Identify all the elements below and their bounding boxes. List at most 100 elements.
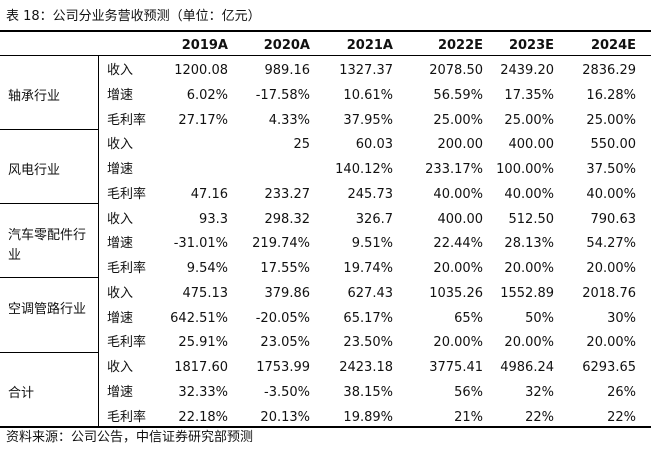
data-cell: 93.3 xyxy=(199,211,228,227)
data-cell: 10.61% xyxy=(343,87,393,103)
data-cell: 790.63 xyxy=(590,211,637,227)
metric-label: 增速 xyxy=(107,162,134,177)
data-cell: 19.89% xyxy=(343,409,393,425)
data-cell: 326.7 xyxy=(355,211,393,227)
data-cell: 140.12% xyxy=(335,162,393,177)
data-cell: 20.00% xyxy=(433,335,483,351)
metric-label: 收入 xyxy=(107,137,134,153)
data-cell: 1753.99 xyxy=(256,360,310,375)
data-cell: 50% xyxy=(525,310,554,326)
data-cell: 989.16 xyxy=(264,63,311,78)
column-header: 2021A xyxy=(346,38,393,53)
data-cell: 16.28% xyxy=(586,87,636,103)
data-cell: 233.17% xyxy=(425,162,483,177)
data-cell: 25.00% xyxy=(586,112,636,128)
data-cell: 27.17% xyxy=(178,112,228,128)
group-label: 汽车零配件行业 xyxy=(8,227,87,263)
data-cell: 4.33% xyxy=(268,112,310,128)
column-header: 2024E xyxy=(590,38,636,53)
data-cell: 21% xyxy=(454,409,483,425)
data-cell: 17.55% xyxy=(260,261,310,276)
data-cell: 19.74% xyxy=(343,261,393,276)
data-cell: -31.01% xyxy=(173,236,228,252)
data-cell: 65.17% xyxy=(343,310,393,326)
data-cell: 219.74% xyxy=(252,236,310,252)
data-cell: 1200.08 xyxy=(174,63,228,78)
data-cell: 379.86 xyxy=(264,285,311,301)
data-cell: 100.00% xyxy=(496,162,554,177)
metric-label: 增速 xyxy=(107,87,134,103)
data-cell: -20.05% xyxy=(255,310,310,326)
data-cell: 3775.41 xyxy=(429,360,483,375)
data-cell: 1552.89 xyxy=(500,285,554,301)
top-rule xyxy=(0,30,651,32)
group-divider xyxy=(0,203,98,204)
data-cell: 200.00 xyxy=(437,137,484,153)
metric-label: 毛利率 xyxy=(107,186,147,202)
data-cell: 4986.24 xyxy=(500,360,554,375)
data-cell: 20.00% xyxy=(504,335,554,351)
data-cell: 245.73 xyxy=(347,186,394,202)
data-cell: 17.35% xyxy=(504,87,554,103)
data-cell: 9.51% xyxy=(351,236,393,252)
metric-label: 收入 xyxy=(107,211,134,227)
metric-label: 收入 xyxy=(107,360,134,375)
data-cell: 25.00% xyxy=(504,112,554,128)
data-cell: 20.00% xyxy=(586,335,636,351)
metric-label: 毛利率 xyxy=(107,112,147,128)
data-cell: -3.50% xyxy=(264,384,310,400)
data-cell: 40.00% xyxy=(504,186,554,202)
metric-label: 增速 xyxy=(107,310,134,326)
data-cell: 20.00% xyxy=(586,261,636,276)
data-cell: 38.15% xyxy=(343,384,393,400)
group-divider xyxy=(0,129,98,130)
data-cell: 475.13 xyxy=(182,285,229,301)
group-label: 空调管路行业 xyxy=(8,301,87,317)
column-header: 2023E xyxy=(508,38,554,53)
data-cell: 22.18% xyxy=(178,409,228,425)
data-cell: 26% xyxy=(607,384,636,400)
data-cell: 56.59% xyxy=(433,87,483,103)
data-cell: 6293.65 xyxy=(582,360,636,375)
data-cell: 37.95% xyxy=(343,112,393,128)
source-note: 资料来源：公司公告，中信证券研究部预测 xyxy=(6,430,254,445)
data-cell: 642.51% xyxy=(170,310,228,326)
metric-label: 增速 xyxy=(107,236,134,252)
data-cell: 20.00% xyxy=(504,261,554,276)
data-cell: 400.00 xyxy=(508,137,555,153)
data-cell: 512.50 xyxy=(508,211,555,227)
data-cell: 1817.60 xyxy=(174,360,228,375)
data-cell: 25 xyxy=(293,137,310,153)
data-cell: 20.13% xyxy=(260,409,310,425)
data-cell: 22.44% xyxy=(433,236,483,252)
data-cell: 56% xyxy=(454,384,483,400)
data-cell: 32.33% xyxy=(178,384,228,400)
data-cell: 22% xyxy=(607,409,636,425)
data-cell: 47.16 xyxy=(190,186,228,202)
table-title: 表 18：公司分业务营收预测（单位：亿元） xyxy=(6,9,261,24)
header-rule xyxy=(0,55,651,56)
data-cell: 2078.50 xyxy=(429,63,483,78)
data-cell: 30% xyxy=(607,310,636,326)
data-cell: 6.02% xyxy=(186,87,228,103)
data-cell: 627.43 xyxy=(347,285,394,301)
metric-label: 毛利率 xyxy=(107,409,147,425)
data-cell: 2423.18 xyxy=(339,360,393,375)
data-cell: 60.03 xyxy=(355,137,393,153)
data-cell: 54.27% xyxy=(586,236,636,252)
data-cell: 65% xyxy=(454,310,483,326)
data-cell: 23.50% xyxy=(343,335,393,351)
data-cell: 233.27 xyxy=(264,186,311,202)
data-cell: 400.00 xyxy=(437,211,484,227)
data-cell: 1327.37 xyxy=(339,63,393,78)
data-cell: 25.91% xyxy=(178,335,228,351)
group-divider xyxy=(0,277,98,278)
column-header: 2020A xyxy=(263,38,310,53)
data-cell: 20.00% xyxy=(433,261,483,276)
data-cell: 2836.29 xyxy=(582,63,636,78)
data-cell: 1035.26 xyxy=(429,285,483,301)
group-label: 合计 xyxy=(8,386,35,402)
data-cell: 9.54% xyxy=(186,261,228,276)
column-header: 2022E xyxy=(437,38,483,53)
metric-label: 收入 xyxy=(107,285,134,301)
